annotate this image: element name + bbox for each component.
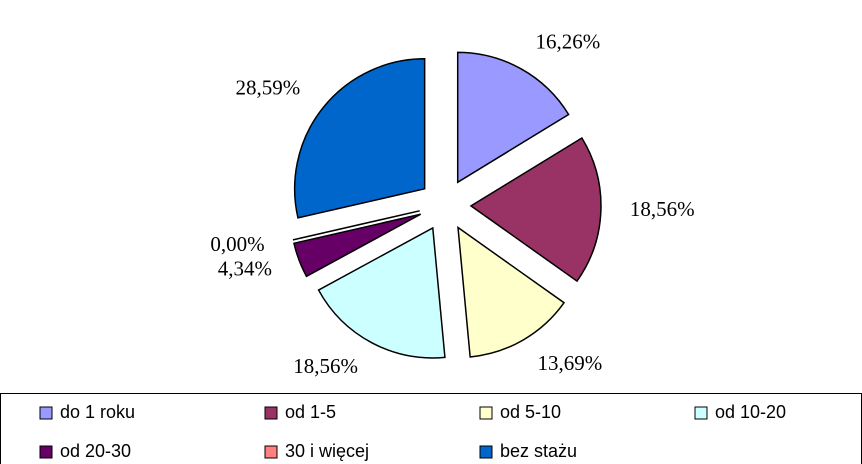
value-label: 0,00%	[210, 232, 264, 256]
value-label: 18,56%	[630, 197, 695, 221]
pie-slice	[456, 51, 570, 184]
value-label: 4,34%	[218, 256, 272, 280]
legend-swatch	[479, 445, 493, 459]
legend-label: od 1-5	[285, 402, 336, 422]
legend-label: bez stażu	[500, 441, 577, 461]
value-label: 28,59%	[236, 76, 301, 100]
legend-label: od 5-10	[500, 402, 561, 422]
legend-label: od 10-20	[715, 402, 786, 422]
pie-slice	[292, 210, 420, 241]
legend-label: 30 i więcej	[285, 441, 369, 461]
legend-swatch	[39, 445, 53, 459]
legend-swatch	[264, 406, 278, 420]
pie-slice	[293, 213, 422, 278]
pie-slice	[293, 58, 426, 219]
pie-slice	[469, 136, 602, 283]
pie-slice	[317, 226, 446, 359]
value-label: 18,56%	[293, 354, 358, 378]
value-label: 16,26%	[535, 29, 600, 53]
legend-label: do 1 roku	[60, 402, 135, 422]
pie-slice	[457, 225, 566, 358]
legend-label: od 20-30	[60, 441, 131, 461]
legend-swatch	[39, 406, 53, 420]
value-label: 13,69%	[538, 351, 603, 375]
legend-swatch	[264, 445, 278, 459]
legend-swatch	[479, 406, 493, 420]
legend-swatch	[694, 406, 708, 420]
